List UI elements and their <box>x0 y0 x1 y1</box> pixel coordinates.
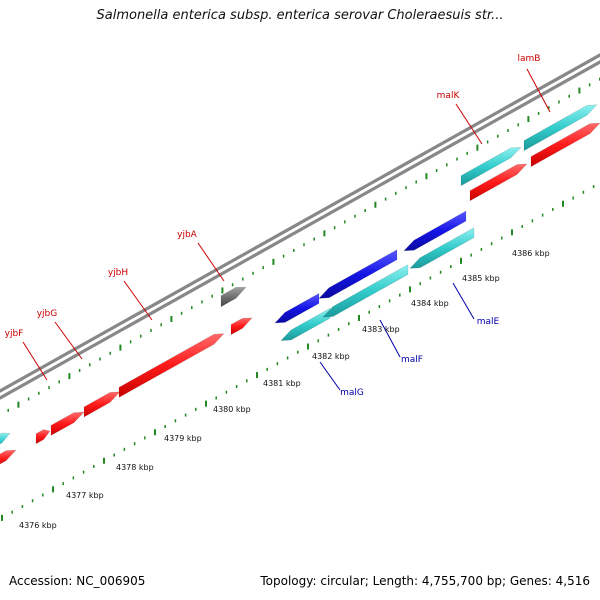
gene-arrow-yjbA <box>230 317 253 336</box>
backbone-line-inner <box>0 60 600 400</box>
gene-leader-line <box>197 242 225 282</box>
gene-arrow-yjbA-hypothetical <box>220 286 247 308</box>
gene-arrow-yjbF <box>35 429 51 445</box>
gene-label-yjbG: yjbG <box>37 309 58 319</box>
backbone-line-outer <box>0 53 600 393</box>
tick-marks <box>1 77 600 521</box>
gene-leader-line <box>319 361 341 391</box>
gene-leader-line <box>526 68 551 113</box>
gene-arrow-malK <box>469 163 528 202</box>
gene-label-malE: malE <box>477 317 500 327</box>
scale-labels: 4376 kbp 4377 kbp 4378 kbp 4379 kbp 4380 kbp… <box>19 249 550 530</box>
gene-arrow-lamB-outer <box>523 104 598 152</box>
gene-label-yjbH: yjbH <box>108 268 128 278</box>
scale-label: 4384 kbp <box>411 299 449 308</box>
gene-arrow-malF <box>318 249 398 299</box>
scale-label: 4377 kbp <box>66 491 104 500</box>
scale-label: 4380 kbp <box>213 405 251 414</box>
scale-label: 4378 kbp <box>116 463 154 472</box>
gene-label-yjbA: yjbA <box>177 230 198 240</box>
gene-label-malK: malK <box>437 91 461 101</box>
gene-leader-line <box>22 341 48 381</box>
gene-arrow-malK-outer <box>460 146 522 187</box>
gene-leader-line <box>452 282 475 320</box>
gene-leader-line <box>379 319 401 358</box>
gene-label-yjbF: yjbF <box>5 329 24 339</box>
gene-arrow-yjbH <box>118 333 225 398</box>
accession-text: Accession: NC_006905 <box>9 574 146 588</box>
gene-arrow-yjbG <box>50 411 85 436</box>
gene-arrow-malF-inner <box>322 263 409 318</box>
tick-row-inner <box>1 185 595 521</box>
gene-features <box>0 104 600 465</box>
scale-label: 4379 kbp <box>164 434 202 443</box>
map-title: Salmonella enterica subsp. enterica sero… <box>96 8 504 23</box>
scale-label: 4376 kbp <box>19 521 57 530</box>
scale-label: 4386 kbp <box>512 249 550 258</box>
gene-leader-line <box>455 103 483 145</box>
genome-summary-text: Topology: circular; Length: 4,755,700 bp… <box>260 574 590 588</box>
scale-label: 4385 kbp <box>462 274 500 283</box>
gene-leader-line <box>54 321 83 360</box>
gene-arrow-partial <box>0 449 17 465</box>
gene-arrow-yjbG-b <box>83 391 121 418</box>
gene-labels: yjbF yjbG yjbH yjbA malK lamB malG malF malE <box>5 54 551 398</box>
gene-label-malG: malG <box>340 388 364 398</box>
gene-arrow-lamB <box>530 122 600 168</box>
scale-label: 4383 kbp <box>362 325 400 334</box>
gene-label-malF: malF <box>401 355 423 365</box>
gene-arrow-cyan-partial <box>0 432 11 445</box>
gene-leader-line <box>123 280 153 321</box>
gene-arrow-malE-inner <box>409 227 475 269</box>
genome-backbone <box>0 53 600 400</box>
gene-arrow-malE <box>403 210 467 252</box>
tick-row-outer <box>7 77 600 412</box>
scale-label: 4381 kbp <box>263 379 301 388</box>
gene-label-lamB: lamB <box>518 54 541 64</box>
scale-label: 4382 kbp <box>312 352 350 361</box>
